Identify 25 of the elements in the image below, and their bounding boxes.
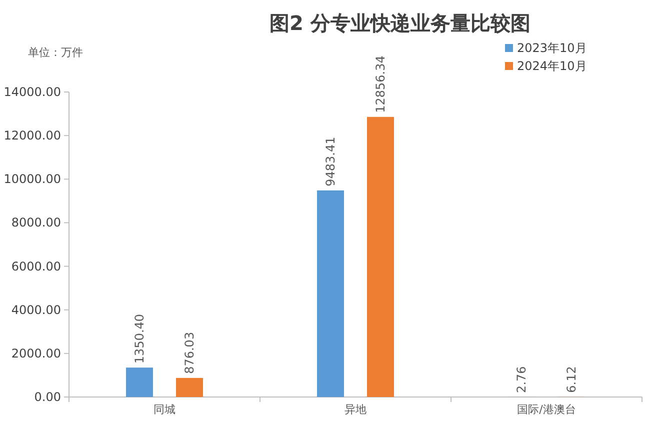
data-label: 9483.41 <box>324 136 338 186</box>
bar <box>317 190 344 397</box>
data-label: 876.03 <box>182 332 196 374</box>
y-tick-label: 12000.00 <box>4 128 61 143</box>
x-tick-label: 同城 <box>154 403 176 416</box>
legend-label: 2023年10月 <box>517 41 587 55</box>
y-tick-label: 6000.00 <box>11 259 61 274</box>
data-label: 6.12 <box>564 366 578 393</box>
y-tick-label: 0.00 <box>34 390 61 404</box>
y-tick-label: 14000.00 <box>4 85 61 99</box>
bar <box>126 368 153 397</box>
y-tick-label: 8000.00 <box>11 216 61 230</box>
y-tick-label: 4000.00 <box>11 302 61 317</box>
y-tick-label: 10000.00 <box>4 172 61 186</box>
chart-title: 图2 分专业快递业务量比较图 <box>270 11 530 35</box>
y-tick-label: 2000.00 <box>11 346 61 360</box>
data-label: 1350.40 <box>132 314 146 364</box>
data-label: 12856.34 <box>374 56 388 113</box>
x-tick-label: 异地 <box>344 403 366 416</box>
legend-label: 2024年10月 <box>517 59 587 73</box>
bar <box>367 116 394 397</box>
x-tick-label: 国际/港澳台 <box>517 403 576 416</box>
text: 单位：万件 <box>28 46 83 59</box>
bar <box>176 378 203 397</box>
data-label: 2.76 <box>514 366 528 393</box>
